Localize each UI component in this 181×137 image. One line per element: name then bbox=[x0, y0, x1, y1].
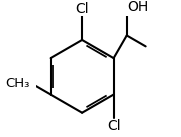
Text: Cl: Cl bbox=[107, 119, 120, 133]
Text: OH: OH bbox=[127, 0, 149, 14]
Text: Cl: Cl bbox=[75, 2, 89, 16]
Text: CH₃: CH₃ bbox=[5, 77, 30, 90]
